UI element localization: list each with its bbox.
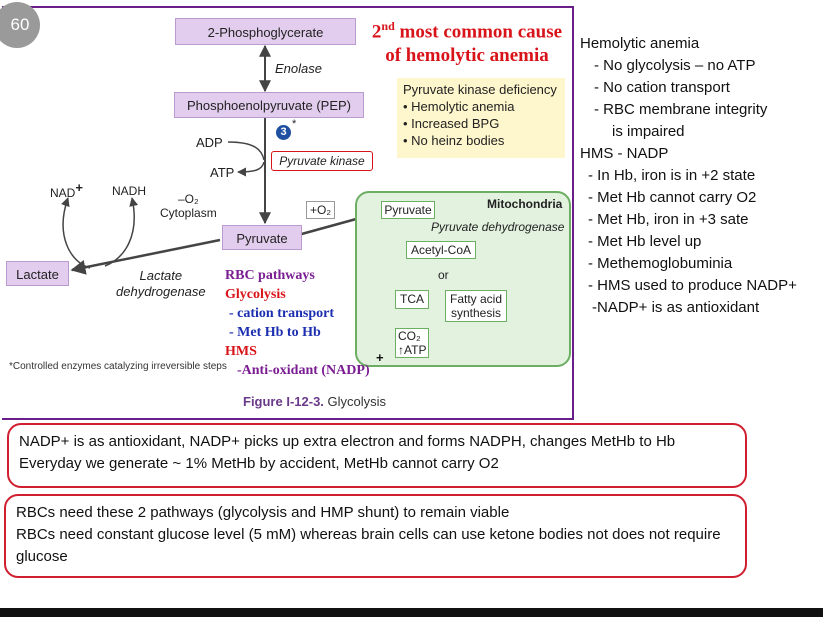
pk-deficiency-box: Pyruvate kinase deficiency • Hemolytic a…	[397, 78, 565, 158]
fatty-acid-line2: synthesis	[450, 306, 502, 320]
rbc-cation-transport: - cation transport	[229, 306, 334, 321]
metabolite-lactate: Lactate	[6, 261, 69, 286]
nadp-plus-sign: +	[376, 350, 384, 365]
callout1-line2: Everyday we generate ~ 1% MetHb by accid…	[19, 455, 499, 472]
pyruvate-kinase-label: Pyruvate kinase	[271, 151, 373, 171]
tca-box: TCA	[395, 290, 429, 309]
callout2-line2: RBCs need constant glucose level (5 mM) …	[16, 526, 721, 565]
fatty-acid-line1: Fatty acid	[449, 292, 503, 306]
nad-text: NAD	[50, 186, 76, 200]
adp-label: ADP	[196, 135, 223, 150]
callout2-line1: RBCs need these 2 pathways (glycolysis a…	[16, 504, 510, 521]
note-line: - Met Hb, iron in +3 sate	[588, 211, 749, 228]
mitochondria-title: Mitochondria	[487, 197, 563, 211]
antioxidant-callout: NADP+ is as antioxidant, NADP+ picks up …	[7, 423, 747, 488]
mito-atp-label: ↑ATP	[398, 343, 427, 357]
pdh-label: Pyruvate dehydrogenase	[431, 220, 565, 234]
ldh-line2: dehydrogenase	[116, 284, 206, 299]
pk-deficiency-item: • No heinz bodies	[403, 133, 505, 148]
note-line: - In Hb, iron is in +2 state	[588, 167, 756, 184]
step-3-marker: 3	[276, 125, 291, 140]
callout1-line1: NADP+ is as antioxidant, NADP+ picks up …	[19, 433, 676, 450]
note-line: - Met Hb level up	[588, 233, 702, 250]
caption-text: Glycolysis	[323, 394, 387, 409]
note-line: Hemolytic anemia	[580, 35, 700, 52]
step-star: *	[292, 118, 297, 130]
hemolytic-anemia-heading: 2nd most common cause of hemolytic anemi…	[362, 14, 572, 68]
notes-panel: Hemolytic anemia - No glycolysis – no AT…	[580, 33, 823, 319]
figure-caption: Figure I-12-3. Glycolysis	[243, 394, 386, 409]
cytoplasm-label: Cytoplasm	[160, 206, 217, 220]
note-line: is impaired	[612, 123, 685, 140]
minus-o2-label: –O₂	[178, 192, 199, 206]
fatty-acid-box: Fatty acid synthesis	[445, 290, 507, 322]
metabolite-pyruvate: Pyruvate	[222, 225, 302, 250]
mitochondria-box	[355, 191, 571, 367]
step-number: 3	[280, 126, 287, 138]
note-line: - Methemoglobuminia	[588, 255, 733, 272]
heading-line1: 2nd most common cause	[371, 19, 563, 43]
pk-deficiency-title: Pyruvate kinase deficiency	[403, 82, 557, 97]
rbc-hms: HMS	[225, 344, 257, 359]
pk-deficiency-item: • Hemolytic anemia	[403, 99, 515, 114]
co2-label: CO₂	[398, 329, 421, 343]
note-line: - HMS used to produce NADP+	[588, 277, 797, 294]
note-line: - No cation transport	[594, 79, 730, 96]
metabolite-pep: Phosphoenolpyruvate (PEP)	[174, 92, 364, 118]
rbc-pathways-title: RBC pathways	[225, 268, 315, 283]
note-line: HMS - NADP	[580, 145, 669, 162]
note-line: - No glycolysis – no ATP	[594, 57, 756, 74]
nadh-label: NADH	[112, 184, 147, 198]
note-line: - Met Hb cannot carry O2	[588, 189, 757, 206]
rbc-methb: - Met Hb to Hb	[229, 325, 321, 340]
nad-plus: +	[75, 180, 83, 195]
nad-label: NAD+	[50, 180, 83, 200]
or-label: or	[438, 268, 449, 282]
caption-label: Figure I-12-3.	[243, 394, 324, 409]
co2-atp-box: CO₂ ↑ATP	[395, 328, 429, 358]
bottom-bar	[0, 608, 823, 617]
footnote: *Controlled enzymes catalyzing irreversi…	[9, 361, 227, 372]
note-line: - RBC membrane integrity	[594, 101, 768, 118]
mito-pyruvate: Pyruvate	[381, 201, 435, 219]
rbc-antioxidant: -Anti-oxidant (NADP)	[237, 363, 370, 378]
plus-o2-label: +O₂	[306, 201, 335, 219]
note-line: -NADP+ is as antioxidant	[592, 299, 760, 316]
acetyl-coa: Acetyl-CoA	[406, 241, 476, 259]
ldh-label: Lactate dehydrogenase	[116, 268, 206, 300]
ldh-line1: Lactate	[139, 268, 183, 283]
rbc-glycolysis: Glycolysis	[225, 287, 286, 302]
atp-label: ATP	[210, 165, 235, 180]
pk-deficiency-item: • Increased BPG	[403, 116, 500, 131]
ordinal-suffix: nd	[381, 19, 395, 33]
rbc-pathways-annotation: RBC pathways Glycolysis - cation transpo…	[225, 266, 370, 380]
enolase-label: Enolase	[275, 61, 322, 76]
metabolite-2-phosphoglycerate: 2-Phosphoglycerate	[175, 18, 356, 45]
rbc-pathways-callout: RBCs need these 2 pathways (glycolysis a…	[4, 494, 747, 578]
slide-number-badge: 60	[0, 2, 40, 48]
heading-line2: of hemolytic anemia	[385, 45, 549, 67]
